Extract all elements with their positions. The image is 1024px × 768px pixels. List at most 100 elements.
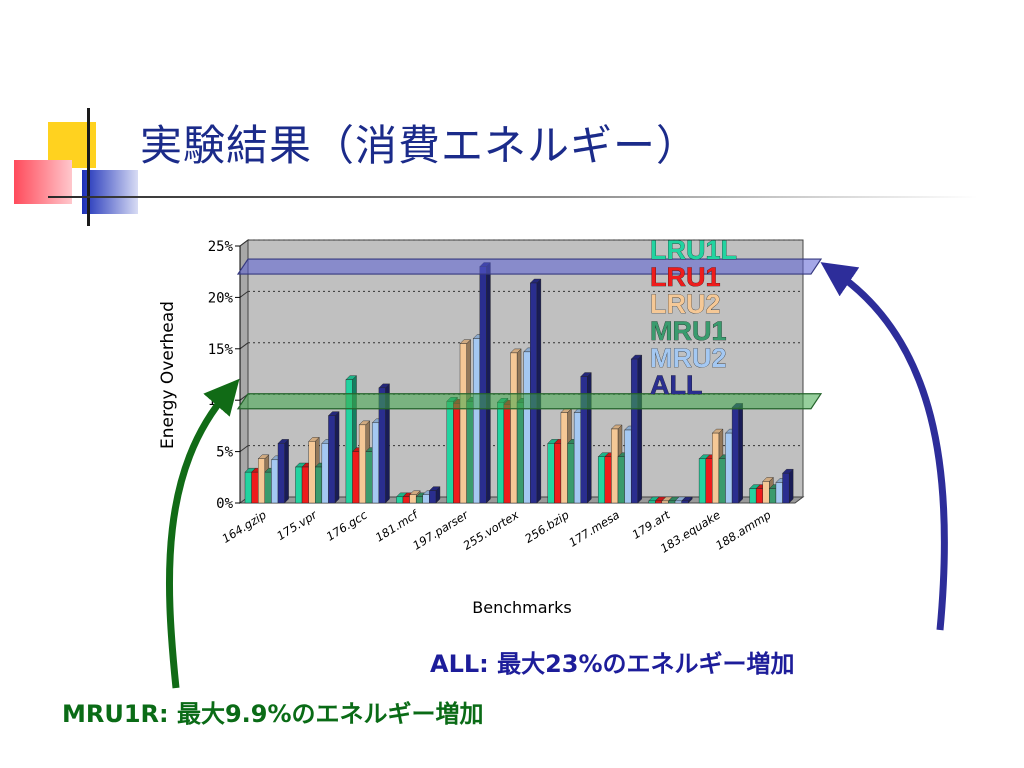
bar — [725, 432, 733, 504]
bar — [630, 358, 638, 504]
bar — [674, 500, 682, 504]
x-tick-label: 164.gzip — [219, 508, 268, 546]
bar — [415, 496, 423, 504]
caption-mru1r-max: MRU1R: 最大9.9%のエネルギー増加 — [62, 700, 484, 728]
bar — [497, 402, 505, 504]
legend-entry: MRU1 — [650, 316, 727, 346]
legend-entry: LRU1L — [650, 235, 737, 265]
bar — [453, 403, 461, 504]
x-tick-label: 175.vpr — [274, 507, 320, 543]
legend-entry: MRU2 — [650, 343, 727, 373]
x-tick-label: 177.mesa — [566, 508, 622, 550]
bar — [668, 500, 676, 504]
bar — [409, 494, 417, 504]
bar — [308, 441, 316, 504]
bar — [352, 451, 360, 504]
bar — [580, 376, 588, 504]
bar — [244, 471, 252, 504]
bar — [604, 456, 612, 504]
bar — [358, 424, 366, 504]
chart-side-wall — [239, 239, 249, 504]
y-tick-label: 15% — [208, 342, 234, 358]
bar — [749, 488, 757, 504]
bar — [301, 466, 309, 504]
bar — [315, 466, 323, 504]
gridline-side — [239, 290, 249, 298]
bar — [775, 482, 783, 504]
bar — [755, 488, 763, 504]
bar — [251, 471, 259, 504]
bar — [611, 428, 619, 504]
gridline-side — [239, 239, 249, 247]
bar — [705, 458, 713, 504]
bar — [617, 456, 625, 504]
bar — [459, 343, 467, 504]
bar — [554, 443, 562, 504]
caption-all-max: ALL: 最大23%のエネルギー増加 — [430, 650, 795, 678]
bar — [718, 458, 726, 504]
bar — [530, 282, 538, 504]
y-tick-label: 25% — [208, 239, 234, 255]
x-tick-label: 188.ammp — [713, 508, 773, 553]
bar — [523, 351, 531, 504]
bar — [661, 500, 669, 504]
bar — [422, 494, 430, 504]
bar — [782, 472, 790, 504]
highlight-band — [236, 258, 823, 275]
bar — [372, 422, 380, 504]
y-tick-label: 20% — [208, 290, 234, 306]
bar — [479, 266, 487, 504]
legend-entry: LRU2 — [650, 289, 721, 319]
bar — [712, 432, 720, 504]
x-axis-label: Benchmarks — [472, 598, 571, 617]
bar — [295, 466, 303, 504]
title-divider — [48, 196, 978, 198]
bar — [769, 488, 777, 504]
bar — [446, 401, 454, 504]
bar — [345, 379, 353, 504]
bar — [429, 490, 437, 504]
bar — [624, 429, 632, 504]
legend-entry: LRU1 — [650, 262, 721, 292]
bar — [731, 407, 739, 504]
bar — [258, 458, 266, 504]
y-tick-label: 0% — [216, 496, 233, 512]
y-tick-label: 5% — [216, 445, 233, 461]
bar — [378, 387, 386, 504]
logo-blue-square — [82, 170, 138, 214]
x-tick-label: 179.art — [630, 507, 673, 541]
bar — [466, 401, 474, 504]
bar-side — [486, 262, 491, 504]
bar — [762, 481, 770, 504]
bar — [648, 500, 656, 504]
x-tick-label: 256.bzip — [522, 508, 571, 546]
bar-side — [587, 372, 592, 504]
bar — [567, 443, 575, 504]
bar — [328, 415, 336, 504]
bar — [503, 404, 511, 504]
bar-side — [637, 354, 642, 504]
arrow-all-icon — [820, 262, 948, 631]
bar-side — [284, 438, 289, 504]
x-tick-label: 176.gcc — [324, 507, 371, 543]
bar-side — [536, 278, 542, 504]
bar — [573, 412, 581, 504]
bar — [698, 458, 706, 504]
bar — [655, 500, 663, 504]
x-tick-label: 255.vortex — [461, 508, 522, 553]
gridline-side — [239, 445, 249, 453]
bar-side — [738, 402, 743, 504]
slide-title: 実験結果（消費エネルギー） — [140, 121, 700, 170]
logo-vertical-line — [87, 108, 90, 226]
bar-side — [334, 411, 340, 504]
bar-side — [788, 468, 794, 504]
bar — [321, 443, 329, 504]
legend-entry: ALL — [650, 370, 702, 400]
bar — [597, 456, 605, 504]
bar — [560, 412, 568, 504]
bar — [396, 496, 404, 504]
bar — [681, 500, 689, 504]
bar — [402, 496, 410, 504]
y-axis-label: Energy Overhead — [158, 301, 178, 449]
